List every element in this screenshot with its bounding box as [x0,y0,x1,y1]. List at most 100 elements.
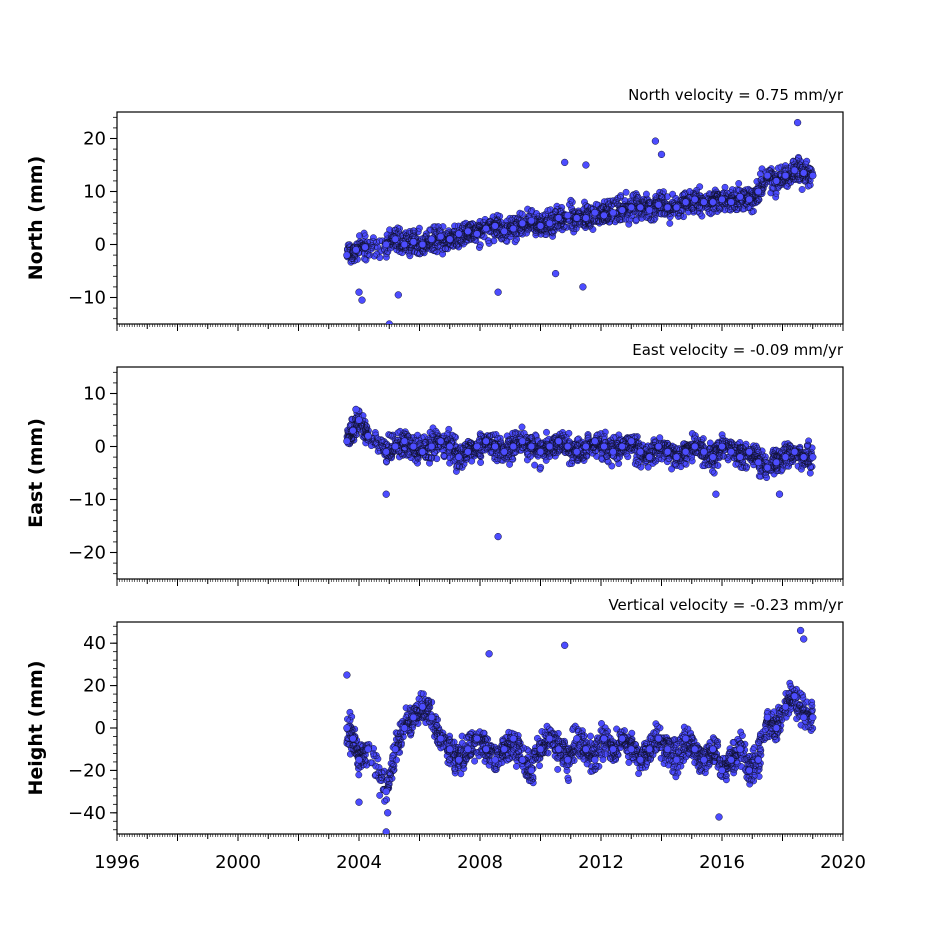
height-data-point [618,734,626,743]
north-data-point [763,171,772,180]
height-data-point [790,692,799,700]
height-data-point [437,734,445,743]
east-data-point [491,442,499,451]
north-data-point [437,232,445,241]
north-data-point [745,195,753,204]
height-y-tick-label: 40 [83,633,106,654]
height-panel: Vertical velocity = -0.23 mm/yr Height (m… [25,596,866,873]
east-data-point [736,453,744,461]
height-data-point [709,745,717,753]
north-data-point [736,193,744,201]
x-tick-label: 2020 [820,852,866,873]
east-data-point [800,453,808,461]
north-data-point [700,198,708,206]
north-data-point [600,211,608,220]
north-data-point [582,161,590,169]
east-y-tick-label: 0 [95,437,106,458]
east-data-point [518,437,527,445]
height-data-point [564,756,572,764]
height-data-point [800,713,808,722]
north-data-point [609,209,617,217]
height-data-point [627,745,635,753]
north-data-point [582,214,590,222]
north-data-point [464,227,472,235]
east-data-point [573,448,581,456]
north-data-point [400,240,409,249]
north-data-point [482,224,490,233]
east-data-point [718,442,726,451]
east-y-tick-label: −20 [68,543,106,564]
east-data-point [763,464,772,472]
north-data-point [772,177,781,185]
east-data-point [691,442,699,451]
height-data-point [745,766,753,775]
north-data-point [418,240,427,249]
east-data-point [418,448,427,456]
east-data-point [636,448,644,456]
east-data-point [775,490,784,498]
height-data-point [663,745,672,753]
x-tick-label: 2000 [215,852,261,873]
height-data-point [400,724,409,732]
height-y-tick-label: 20 [83,676,106,697]
east-y-tick-label: −10 [68,490,106,511]
north-data-point [500,227,508,235]
east-data-point [645,453,654,461]
north-data-point [790,166,799,174]
height-data-point [600,734,608,743]
height-y-tick-label: −20 [68,760,106,781]
height-data-point [527,766,536,775]
east-data-point [564,442,572,451]
north-data-point [809,171,817,180]
north-data-point [618,206,626,214]
north-data-point [636,203,644,212]
height-data-point [609,745,617,753]
east-data-point [600,442,608,451]
north-data-point [793,118,802,127]
north-data-point [579,283,587,291]
height-data-point [582,745,590,753]
north-data-point [754,187,762,196]
x-tick-label: 2016 [699,852,745,873]
east-data-point [464,448,472,456]
north-data-point [654,201,663,209]
height-data-point [473,734,481,743]
north-data-point [657,150,666,159]
north-data-point [355,288,363,296]
height-title: Vertical velocity = -0.23 mm/yr [608,596,843,614]
height-data-point [781,703,790,711]
height-data-point [554,745,563,753]
height-data-point [763,713,772,722]
height-data-point [482,745,490,753]
north-data-point [427,235,436,243]
height-data-point [500,745,508,753]
east-data-point [455,453,463,461]
north-title: North velocity = 0.75 mm/yr [628,86,844,104]
north-data-point [361,243,369,251]
height-y-tick-label: −40 [68,803,106,824]
east-plot-area [116,366,844,580]
north-data-point [554,214,563,222]
north-cloud-points [343,154,817,266]
east-data-point [591,437,599,445]
height-data-point [418,703,427,711]
north-point-cloud [343,118,817,324]
east-data-point [554,437,563,445]
x-tick-label: 2012 [578,852,624,873]
east-panel: East velocity = -0.09 mm/yr East (mm) 10 0 −… [25,341,844,586]
east-data-point [446,442,454,451]
north-y-tick-label: 20 [83,129,106,150]
height-data-point [772,724,781,732]
height-data-point [343,671,351,679]
east-data-point [545,442,554,451]
north-data-point [491,222,499,230]
east-data-point [382,448,390,456]
east-data-point [509,442,517,451]
east-data-point [682,448,690,456]
height-data-point [715,813,723,821]
north-data-point [564,211,572,220]
east-data-point [400,437,409,445]
north-data-point [382,240,390,249]
east-data-point [437,437,445,445]
